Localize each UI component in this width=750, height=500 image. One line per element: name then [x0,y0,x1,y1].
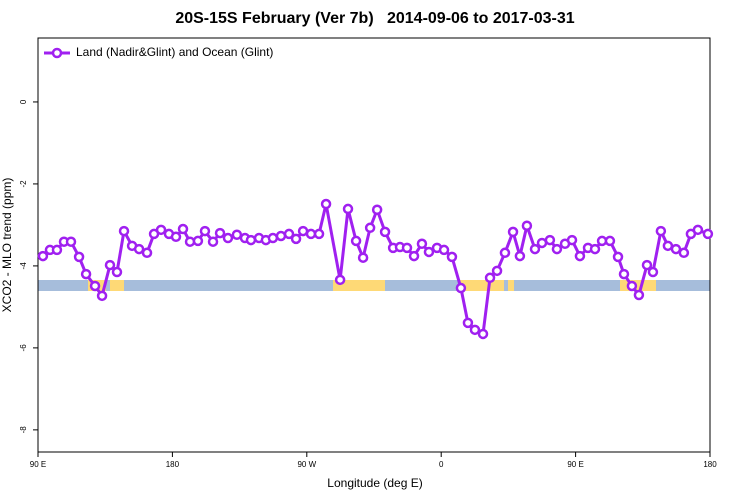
point [702,228,714,240]
point [589,243,601,255]
point [477,328,489,340]
point [678,247,690,259]
point [177,223,189,235]
plot-frame [37,37,711,453]
point [379,226,391,238]
point [633,289,645,301]
point [170,231,182,243]
point [529,243,541,255]
point [214,227,226,239]
land-strip [620,280,656,291]
point [401,242,413,254]
x-tick-label: 90 E [30,460,46,469]
point [290,233,302,245]
point [104,259,116,271]
point [507,226,519,238]
point [267,232,279,244]
point [364,222,376,234]
point [408,250,420,262]
y-tick-label: -2 [19,180,28,188]
point [155,224,167,236]
point [231,229,243,241]
point [574,250,586,262]
point [313,228,325,240]
point [626,280,638,292]
point [96,290,108,302]
point [357,252,369,263]
point [283,228,295,240]
point [551,243,563,255]
point [446,251,458,263]
point [199,225,211,237]
point [207,236,219,247]
point [141,247,153,259]
point [462,317,474,329]
point [133,243,145,255]
point [692,224,704,236]
point [618,268,630,280]
point [544,234,556,246]
point [416,238,428,250]
point [222,232,234,244]
point [65,236,77,247]
point [334,274,346,286]
land-strip [460,280,504,291]
point [670,243,682,255]
x-tick-label: 180 [703,460,717,469]
land-strip [333,280,385,291]
point [647,266,659,278]
point [89,280,101,292]
point [80,268,92,280]
point [499,247,511,259]
point [342,203,354,215]
point [604,235,616,247]
y-tick-label: -6 [19,344,28,352]
point [275,230,287,242]
point [469,324,481,336]
point [320,198,332,210]
point [371,204,383,215]
legend-label: Land (Nadir&Glint) and Ocean (Glint) [76,45,273,59]
point [566,234,578,246]
y-tick-label: -4 [19,262,28,270]
point [514,250,526,262]
y-axis-label: XCO2 - MLO trend (ppm) [0,178,14,313]
point [438,244,450,256]
point [51,244,63,256]
point [350,235,362,247]
y-tick-label: -8 [19,426,28,434]
chart-title: 20S-15S February (Ver 7b) 2014-09-06 to … [175,10,574,27]
land-strip [508,280,514,291]
point [305,228,317,240]
land-strip [110,280,124,291]
point [641,259,653,271]
x-axis-label: Longitude (deg E) [327,476,422,490]
x-tick-label: 0 [439,460,444,469]
point [455,282,467,294]
point [491,265,503,277]
point [655,225,667,237]
surface-strip [38,280,710,291]
point [245,234,257,246]
y-tick-label: 0 [19,99,28,104]
point [118,225,130,237]
point [612,251,624,263]
point [423,246,435,258]
x-tick-label: 90 W [297,460,316,469]
legend-marker [51,47,63,59]
point [521,220,533,231]
point [111,266,123,278]
point [192,235,204,247]
x-tick-label: 90 E [567,460,583,469]
point [484,272,496,284]
point [73,251,85,263]
point [662,240,674,252]
point [37,250,49,262]
x-tick-label: 180 [166,460,180,469]
